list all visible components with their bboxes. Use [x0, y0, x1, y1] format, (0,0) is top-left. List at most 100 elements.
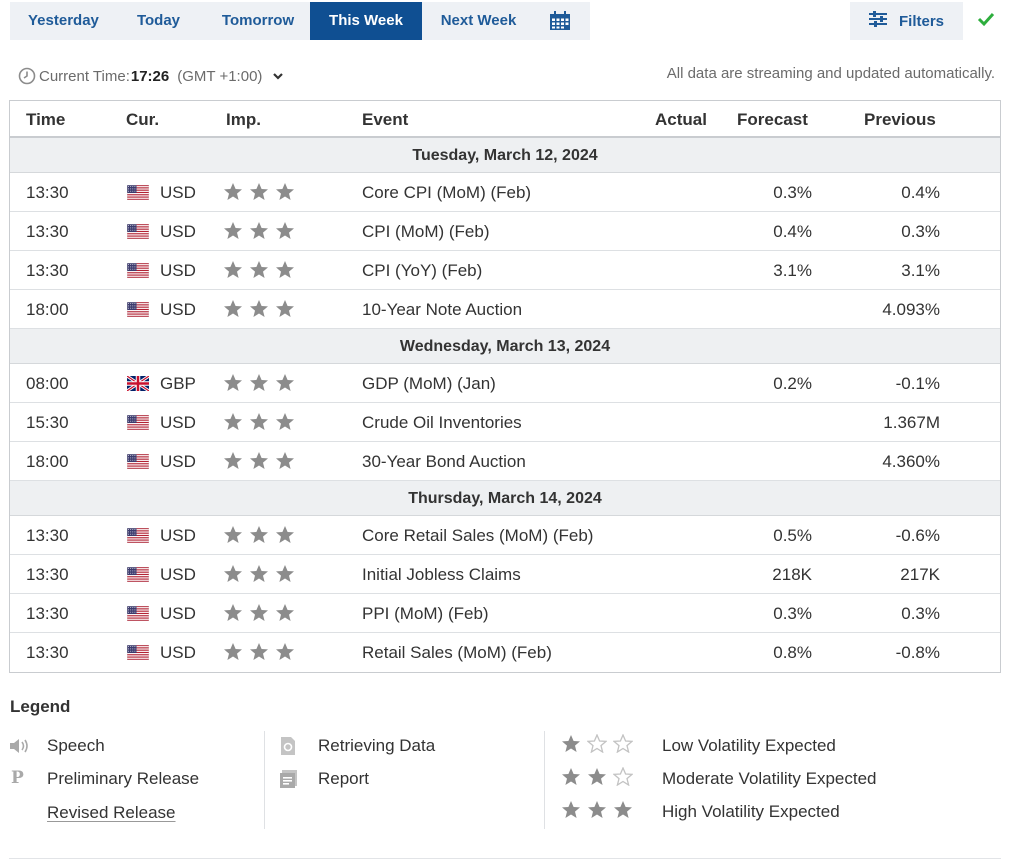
day-header: Tuesday, March 12, 2024: [10, 138, 1000, 173]
event-previous: 1.367M: [883, 413, 940, 432]
col-importance: Imp.: [226, 110, 261, 129]
event-previous: 3.1%: [901, 261, 940, 280]
importance-stars: [223, 603, 295, 623]
legend-divider: [544, 731, 545, 829]
event-previous: 4.360%: [882, 452, 940, 471]
event-time: 13:30: [26, 643, 69, 662]
table-row[interactable]: 18:00 USD 30-Year Bond Auction 4.360%: [10, 442, 1000, 481]
filters-button[interactable]: Filters: [850, 2, 963, 40]
col-previous: Previous: [864, 110, 936, 129]
legend-retrieving-data: Retrieving Data: [318, 736, 436, 755]
event-name[interactable]: CPI (YoY) (Feb): [362, 261, 483, 280]
event-time: 13:30: [26, 183, 69, 202]
event-forecast: 0.2%: [773, 374, 812, 393]
event-currency: USD: [160, 643, 196, 662]
speaker-icon: [9, 737, 31, 755]
table-row[interactable]: 18:00 USD 10-Year Note Auction 4.093%: [10, 290, 1000, 329]
event-name[interactable]: GDP (MoM) (Jan): [362, 374, 496, 393]
importance-stars: [223, 221, 295, 241]
us-flag-icon: [126, 453, 150, 470]
calendar-icon[interactable]: [535, 2, 585, 40]
current-time-bar: Current Time: 17:26 (GMT +1:00): [18, 65, 284, 87]
importance-stars: [223, 642, 295, 662]
table-row[interactable]: 13:30 USD CPI (MoM) (Feb) 0.4% 0.3%: [10, 212, 1000, 251]
high-volatility-stars: [561, 800, 633, 824]
star-empty-icon: [586, 733, 608, 758]
event-currency: USD: [160, 222, 196, 241]
star-filled-icon: [275, 525, 295, 545]
chevron-down-icon[interactable]: [272, 71, 284, 81]
tab-next-week[interactable]: Next Week: [440, 12, 517, 29]
filters-icon: [868, 11, 887, 31]
tab-yesterday[interactable]: Yesterday: [28, 12, 99, 29]
event-currency: GBP: [160, 374, 196, 393]
event-name[interactable]: 30-Year Bond Auction: [362, 452, 526, 471]
star-filled-icon: [275, 182, 295, 202]
star-filled-icon: [249, 564, 269, 584]
event-previous: 4.093%: [882, 300, 940, 319]
star-filled-icon: [275, 373, 295, 393]
tab-this-week[interactable]: This Week: [310, 2, 422, 40]
event-previous: 0.3%: [901, 604, 940, 623]
legend-title: Legend: [10, 697, 71, 716]
us-flag-icon: [126, 301, 150, 318]
timezone-label[interactable]: (GMT +1:00): [177, 67, 263, 85]
star-filled-icon: [223, 564, 243, 584]
table-row[interactable]: 13:30 USD Retail Sales (MoM) (Feb) 0.8% -0.8…: [10, 633, 1000, 672]
col-event: Event: [362, 110, 409, 129]
tab-today[interactable]: Today: [136, 12, 181, 29]
event-time: 15:30: [26, 413, 69, 432]
star-filled-icon: [249, 260, 269, 280]
table-header: Time Cur. Imp. Event Actual Forecast Pre…: [10, 101, 1000, 138]
star-filled-icon: [275, 564, 295, 584]
importance-stars: [223, 525, 295, 545]
us-flag-icon: [126, 184, 150, 201]
event-previous: 217K: [900, 565, 940, 584]
table-row[interactable]: 08:00 GBP GDP (MoM) (Jan) 0.2% -0.1%: [10, 364, 1000, 403]
event-name[interactable]: Core Retail Sales (MoM) (Feb): [362, 526, 594, 545]
event-forecast: 0.3%: [773, 604, 812, 623]
event-time: 13:30: [26, 261, 69, 280]
event-forecast: 0.5%: [773, 526, 812, 545]
event-name[interactable]: 10-Year Note Auction: [362, 300, 523, 319]
event-forecast: 0.3%: [773, 183, 812, 202]
date-range-tabs: Yesterday Today Tomorrow This Week Next …: [10, 2, 590, 40]
legend-moderate-volatility: Moderate Volatility Expected: [662, 769, 877, 788]
legend-high-volatility: High Volatility Expected: [662, 802, 840, 821]
star-filled-icon: [275, 412, 295, 432]
event-name[interactable]: CPI (MoM) (Feb): [362, 222, 490, 241]
star-filled-icon: [249, 603, 269, 623]
day-header: Wednesday, March 13, 2024: [10, 329, 1000, 364]
table-row[interactable]: 15:30 USD Crude Oil Inventories 1.367M: [10, 403, 1000, 442]
legend-report: Report: [318, 769, 370, 788]
us-flag-icon: [126, 566, 150, 583]
table-row[interactable]: 13:30 USD CPI (YoY) (Feb) 3.1% 3.1%: [10, 251, 1000, 290]
legend-revised-release[interactable]: Revised Release: [47, 803, 176, 822]
star-filled-icon: [275, 299, 295, 319]
tab-tomorrow[interactable]: Tomorrow: [221, 12, 295, 29]
event-name[interactable]: Core CPI (MoM) (Feb): [362, 183, 532, 202]
table-row[interactable]: 13:30 USD Initial Jobless Claims 218K 217K: [10, 555, 1000, 594]
event-time: 13:30: [26, 565, 69, 584]
star-filled-icon: [613, 800, 633, 824]
table-row[interactable]: 13:30 USD Core Retail Sales (MoM) (Feb) 0.5…: [10, 516, 1000, 555]
event-previous: 0.4%: [901, 183, 940, 202]
event-name[interactable]: Retail Sales (MoM) (Feb): [362, 643, 552, 662]
star-filled-icon: [249, 412, 269, 432]
star-filled-icon: [249, 221, 269, 241]
event-previous: -0.6%: [895, 526, 940, 545]
legend-speech: Speech: [47, 736, 105, 755]
event-name[interactable]: Crude Oil Inventories: [362, 413, 522, 432]
col-actual: Actual: [655, 110, 707, 129]
event-forecast: 218K: [772, 565, 812, 584]
table-row[interactable]: 13:30 USD PPI (MoM) (Feb) 0.3% 0.3%: [10, 594, 1000, 633]
preliminary-icon: P: [11, 768, 24, 788]
event-name[interactable]: PPI (MoM) (Feb): [362, 604, 489, 623]
table-row[interactable]: 13:30 USD Core CPI (MoM) (Feb) 0.3% 0.4%: [10, 173, 1000, 212]
col-forecast: Forecast: [737, 110, 808, 129]
star-filled-icon: [275, 221, 295, 241]
event-name[interactable]: Initial Jobless Claims: [362, 565, 521, 584]
streaming-note: All data are streaming and updated autom…: [666, 65, 995, 82]
star-filled-icon: [275, 603, 295, 623]
star-filled-icon: [249, 451, 269, 471]
